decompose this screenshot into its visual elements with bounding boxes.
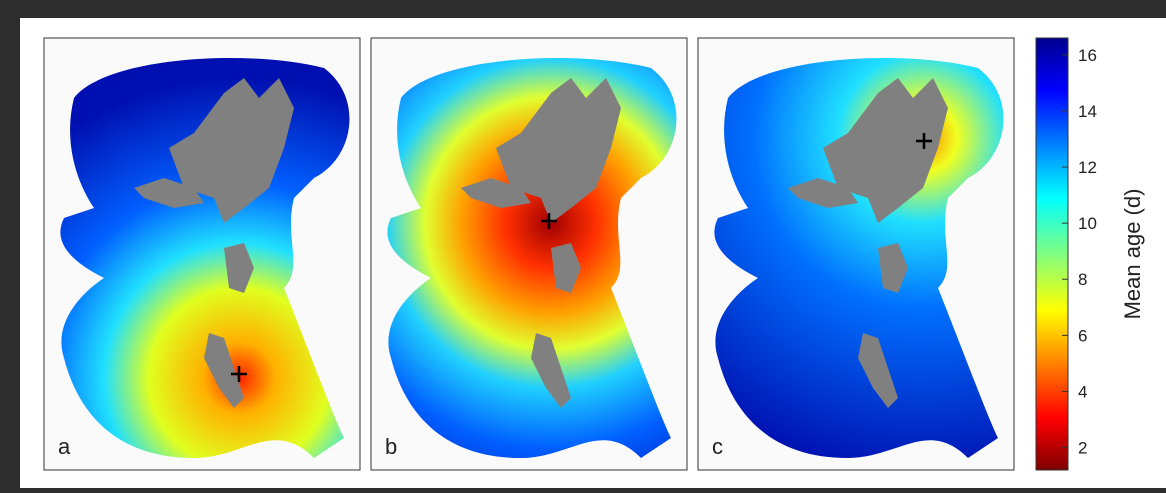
map-panel: a [44, 38, 360, 470]
colorbar-tick-label: 4 [1078, 382, 1087, 401]
figure: a b c Mean age (d) 2 4 6 8 10 12 14 16 [0, 0, 1166, 488]
panel-label: b [385, 434, 397, 459]
panel-label: c [712, 434, 723, 459]
panel-label: a [58, 434, 71, 459]
colorbar-tick-label: 16 [1078, 46, 1097, 65]
colorbar-label: Mean age (d) [1120, 189, 1145, 320]
map-panel: c [698, 38, 1014, 470]
colorbar-tick-label: 12 [1078, 158, 1097, 177]
colorbar-tick-label: 6 [1078, 326, 1087, 345]
colorbar-tick-label: 2 [1078, 439, 1087, 458]
colorbar-tick-label: 14 [1078, 102, 1097, 121]
map-panel: b [371, 38, 687, 470]
colorbar [1036, 38, 1068, 470]
colorbar-tick-label: 10 [1078, 214, 1097, 233]
colorbar-tick-label: 8 [1078, 270, 1087, 289]
